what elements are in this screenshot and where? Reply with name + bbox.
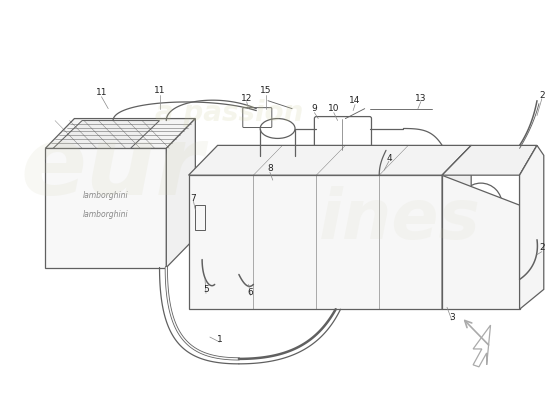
Polygon shape — [53, 120, 160, 148]
Text: 6: 6 — [248, 288, 254, 297]
Polygon shape — [442, 175, 520, 309]
Text: 11: 11 — [96, 88, 107, 97]
Polygon shape — [189, 175, 442, 309]
Text: 3: 3 — [449, 313, 455, 322]
Text: 12: 12 — [241, 94, 252, 103]
Text: 15: 15 — [260, 86, 272, 95]
Text: lamborghini: lamborghini — [82, 210, 128, 219]
Text: 9: 9 — [311, 104, 317, 113]
Text: eur: eur — [20, 122, 204, 215]
Polygon shape — [520, 145, 544, 309]
Text: 2: 2 — [539, 91, 544, 100]
Text: 10: 10 — [328, 104, 339, 113]
Polygon shape — [45, 148, 166, 268]
Text: 5: 5 — [203, 285, 209, 294]
Text: lamborghini: lamborghini — [82, 190, 128, 200]
Text: ines: ines — [318, 186, 481, 253]
Text: 14: 14 — [349, 96, 361, 105]
Polygon shape — [45, 118, 195, 148]
Polygon shape — [520, 145, 537, 280]
Text: a passion: a passion — [155, 99, 304, 127]
Polygon shape — [442, 145, 471, 309]
Text: 4: 4 — [386, 154, 392, 163]
Text: 2: 2 — [539, 243, 544, 252]
Text: 8: 8 — [267, 164, 273, 173]
Text: 11: 11 — [154, 86, 166, 95]
Text: 7: 7 — [190, 194, 196, 202]
Text: 13: 13 — [415, 94, 427, 103]
Text: 1: 1 — [217, 334, 222, 344]
Polygon shape — [442, 145, 537, 175]
Polygon shape — [189, 145, 471, 175]
Polygon shape — [166, 118, 195, 268]
